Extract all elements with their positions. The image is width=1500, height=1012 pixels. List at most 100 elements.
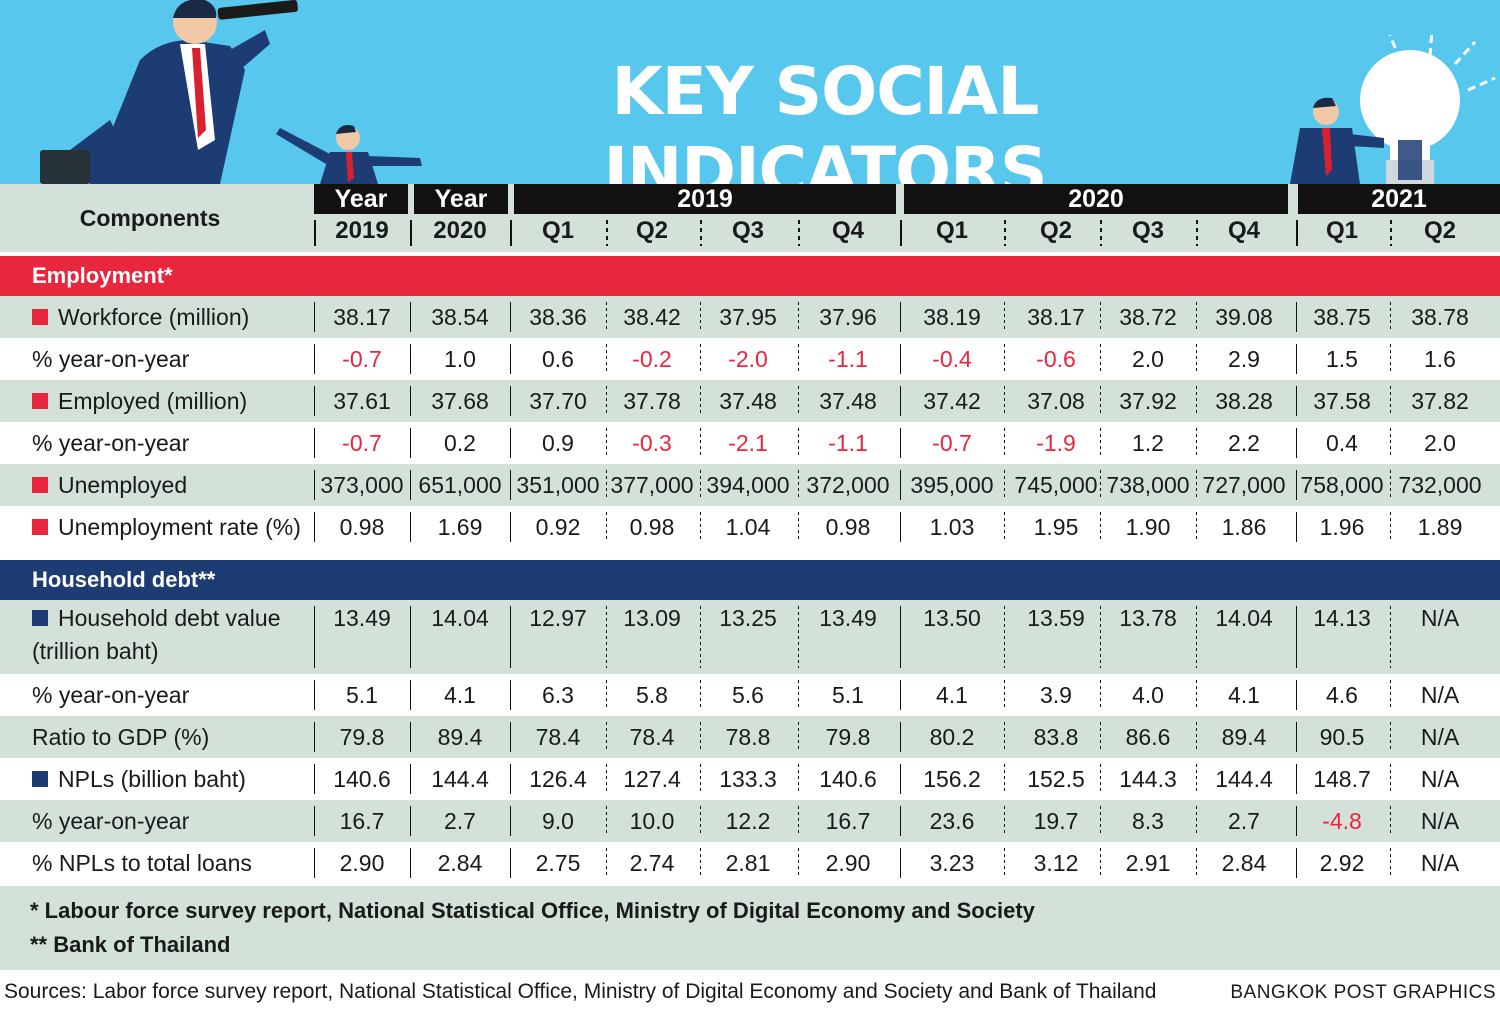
column-divider (314, 512, 315, 542)
column-divider (1390, 512, 1391, 542)
table-cell: 144.4 (431, 765, 489, 792)
table-cell: 148.7 (1313, 765, 1371, 792)
small-businessman-illustration (276, 125, 422, 184)
column-divider (798, 302, 799, 332)
row-label: Household debt value (32, 600, 281, 636)
table-cell: 38.54 (431, 303, 489, 330)
row-label: % NPLs to total loans (32, 849, 252, 876)
table-cell: 2.7 (444, 807, 476, 834)
column-divider (510, 512, 511, 542)
column-divider (798, 470, 799, 500)
column-divider (510, 680, 511, 710)
column-divider (1296, 722, 1297, 752)
table-cell: 1.6 (1424, 345, 1456, 372)
table-cell: 37.96 (819, 303, 877, 330)
column-divider (1296, 764, 1297, 794)
column-divider (410, 680, 411, 710)
table-cell: 126.4 (529, 765, 587, 792)
table-cell: 4.6 (1326, 681, 1358, 708)
column-divider (606, 428, 607, 458)
table-cell: 39.08 (1215, 303, 1273, 330)
column-divider (1390, 764, 1391, 794)
row-label: % year-on-year (32, 681, 190, 708)
table-cell: -1.9 (1036, 429, 1076, 456)
header-column: Q2 (1423, 217, 1456, 244)
header-column: Q3 (731, 217, 764, 244)
table-cell: 144.3 (1119, 765, 1177, 792)
table-cell: 38.19 (923, 303, 981, 330)
header-column: Q1 (935, 217, 968, 244)
column-divider (1100, 848, 1101, 878)
table-cell: 394,000 (706, 471, 790, 498)
table-cell: -0.3 (632, 429, 672, 456)
table-cell: 4.0 (1132, 681, 1164, 708)
table-cell: 38.17 (1027, 303, 1085, 330)
row-label: NPLs (billion baht) (32, 758, 246, 800)
column-divider (1004, 680, 1005, 710)
column-divider (314, 428, 315, 458)
header-divider (1004, 220, 1006, 246)
column-divider (314, 722, 315, 752)
lightbulb-icon (1290, 30, 1496, 184)
row-label: Ratio to GDP (%) (32, 723, 210, 750)
column-divider (510, 848, 511, 878)
column-divider (1296, 848, 1297, 878)
table-cell: 79.8 (825, 723, 871, 750)
column-divider (798, 680, 799, 710)
column-divider (1100, 428, 1101, 458)
table-cell: 2.81 (725, 849, 771, 876)
table-cell: 12.2 (725, 807, 771, 834)
table-cell: N/A (1420, 723, 1460, 750)
table-cell: 37.70 (529, 387, 587, 414)
table-cell: N/A (1420, 604, 1460, 631)
table-cell: 38.78 (1411, 303, 1469, 330)
table-cell: 13.59 (1027, 604, 1085, 631)
column-divider (700, 428, 701, 458)
table-cell: 1.04 (725, 513, 771, 540)
header-column: Q1 (541, 217, 574, 244)
column-divider (1004, 806, 1005, 836)
column-divider (1296, 806, 1297, 836)
table-cell: 38.42 (623, 303, 681, 330)
table-cell: 140.6 (333, 765, 391, 792)
sources-text: Sources: Labor force survey report, Nati… (4, 980, 1157, 1003)
table-row: % year-on-year 16.7 2.7 9.0 10.0 12.2 16.7 23.6… (0, 800, 1500, 842)
table-header: Components Year Year 2019 2020 2021 2019 2020 Q… (0, 184, 1500, 252)
column-divider (410, 848, 411, 878)
table-cell: 0.6 (542, 345, 574, 372)
column-divider (606, 722, 607, 752)
table-cell: N/A (1420, 807, 1460, 834)
column-divider (900, 428, 901, 458)
table-cell: 38.75 (1313, 303, 1371, 330)
table-cell: 6.3 (542, 681, 574, 708)
column-divider (900, 302, 901, 332)
column-divider (1100, 512, 1101, 542)
column-divider (1100, 764, 1101, 794)
table-cell: 351,000 (516, 471, 600, 498)
table-cell: 2.74 (629, 849, 675, 876)
column-divider (798, 512, 799, 542)
column-divider (510, 386, 511, 416)
row-label: Workforce (million) (32, 296, 249, 338)
table-cell: 10.0 (629, 807, 675, 834)
table-cell: 37.82 (1411, 387, 1469, 414)
table-cell: 2.84 (437, 849, 483, 876)
column-divider (314, 386, 315, 416)
column-divider (410, 470, 411, 500)
table-cell: 2.2 (1228, 429, 1260, 456)
column-divider (1296, 386, 1297, 416)
row-label: Unemployment rate (%) (32, 506, 301, 548)
table-cell: 3.9 (1040, 681, 1072, 708)
table-cell: 745,000 (1014, 471, 1098, 498)
column-divider (510, 344, 511, 374)
table-row: Ratio to GDP (%) 79.8 89.4 78.4 78.4 78.8 79.8… (0, 716, 1500, 758)
column-divider (1100, 344, 1101, 374)
column-divider (1390, 606, 1391, 668)
table-cell: 13.09 (623, 604, 681, 631)
table-cell: 86.6 (1125, 723, 1171, 750)
table-cell: -2.0 (728, 345, 768, 372)
header-group: Year (314, 184, 408, 214)
column-divider (314, 848, 315, 878)
table-cell: 13.49 (819, 604, 877, 631)
column-divider (1296, 680, 1297, 710)
